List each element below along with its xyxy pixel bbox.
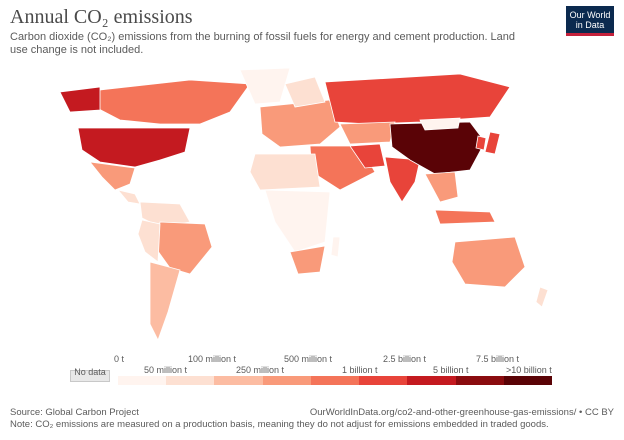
world-map[interactable] — [40, 62, 600, 352]
country-iran[interactable] — [349, 143, 386, 169]
country-japan[interactable] — [484, 131, 501, 155]
legend-swatch-4[interactable] — [310, 376, 360, 385]
country-mongolia[interactable] — [419, 117, 461, 131]
country-kazakhstan[interactable] — [339, 121, 396, 145]
legend-no-data-label: No data — [74, 367, 106, 377]
footer-source: Source: Global Carbon Project — [10, 407, 139, 418]
footer-url-link[interactable]: OurWorldInData.org/co2-and-other-greenho… — [309, 407, 614, 418]
legend-swatch-6[interactable] — [407, 376, 456, 385]
legend-swatch-1[interactable] — [166, 376, 215, 385]
country-usa[interactable] — [77, 127, 191, 168]
country-korea[interactable] — [475, 135, 487, 151]
legend-no-data-swatch[interactable] — [70, 370, 110, 382]
country-indonesia[interactable] — [434, 209, 496, 225]
region-africa-central[interactable] — [264, 189, 331, 253]
footer-note: Note: CO₂ emissions are measured on a pr… — [10, 419, 549, 430]
region-andes[interactable] — [137, 219, 161, 263]
legend-swatch-2[interactable] — [214, 376, 263, 385]
country-madagascar[interactable] — [330, 236, 341, 258]
footer: Source: Global Carbon Project OurWorldIn… — [10, 407, 614, 431]
logo-line-2: in Data — [575, 20, 605, 30]
legend-swatch-8[interactable] — [503, 376, 552, 385]
country-alaska[interactable] — [59, 86, 101, 113]
legend-label-250m: 250 million t — [236, 365, 285, 375]
country-greenland[interactable] — [239, 67, 291, 105]
legend-label-5b: 5 billion t — [433, 365, 469, 375]
region-europe[interactable] — [259, 99, 341, 148]
region-central-america[interactable] — [116, 189, 141, 205]
country-australia[interactable] — [451, 236, 526, 288]
country-canada[interactable] — [94, 79, 251, 125]
chart-subtitle: Carbon dioxide (CO₂) emissions from the … — [10, 31, 516, 56]
country-mexico[interactable] — [89, 161, 136, 191]
legend-label-50m: 50 million t — [144, 365, 188, 375]
country-argentina[interactable] — [149, 261, 181, 342]
owid-logo[interactable]: Our World in Data — [566, 6, 614, 36]
logo-line-1: Our World — [569, 10, 611, 20]
country-india[interactable] — [384, 156, 421, 203]
legend-label-500m: 500 million t — [284, 354, 333, 364]
legend-label-2-5b: 2.5 billion t — [383, 354, 427, 364]
country-south-africa[interactable] — [289, 245, 326, 275]
region-southeast-asia[interactable] — [424, 171, 459, 203]
legend-label-0t: 0 t — [114, 354, 125, 364]
region-scandinavia[interactable] — [284, 76, 326, 108]
legend-label-10b: >10 billion t — [506, 365, 552, 375]
region-africa-north[interactable] — [249, 153, 321, 191]
legend-swatch-5[interactable] — [359, 376, 408, 385]
legend-swatch-7[interactable] — [455, 376, 504, 385]
legend-color-bar — [118, 376, 552, 385]
legend-label-7-5b: 7.5 billion t — [476, 354, 520, 364]
color-legend: No data 0 t 100 million t 500 million t … — [70, 354, 590, 394]
country-russia[interactable] — [324, 73, 511, 125]
country-new-zealand[interactable] — [535, 286, 549, 308]
legend-label-1b: 1 billion t — [342, 365, 378, 375]
legend-label-100m: 100 million t — [188, 354, 237, 364]
legend-swatch-0[interactable] — [118, 376, 167, 385]
legend-swatch-3[interactable] — [262, 376, 311, 385]
chart-title: Annual CO₂ emissions — [10, 6, 193, 28]
